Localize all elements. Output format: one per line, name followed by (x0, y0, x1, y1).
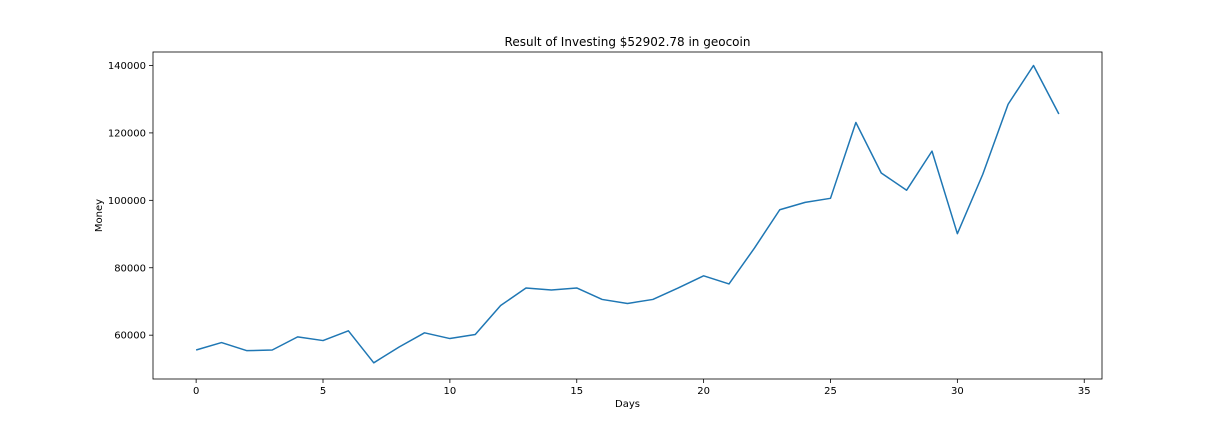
x-axis: 0 5 10 15 20 25 30 35 (193, 379, 1091, 397)
y-axis: 60000 80000 100000 120000 140000 (108, 61, 153, 342)
chart-title: Result of Investing $52902.78 in geocoin (505, 35, 751, 49)
series-layer (195, 64, 1060, 364)
plot-area (153, 52, 1102, 379)
plot-frame (152, 51, 1103, 380)
x-axis-label: Days (615, 399, 640, 410)
y-axis-label: Money (94, 199, 105, 232)
x-tick-label: 25 (824, 386, 837, 397)
y-tick-label: 120000 (108, 128, 146, 139)
x-tick-label: 20 (697, 386, 710, 397)
x-tick-label: 15 (570, 386, 583, 397)
y-tick-label: 140000 (108, 61, 146, 72)
x-tick-label: 30 (951, 386, 964, 397)
x-tick-label: 10 (444, 386, 457, 397)
x-tick-label: 0 (193, 386, 199, 397)
x-tick-label: 5 (320, 386, 326, 397)
x-tick-label: 35 (1078, 386, 1091, 397)
series-line (195, 64, 1060, 364)
y-tick-label: 60000 (114, 331, 146, 342)
y-tick-label: 80000 (114, 263, 146, 274)
y-tick-label: 100000 (108, 196, 146, 207)
